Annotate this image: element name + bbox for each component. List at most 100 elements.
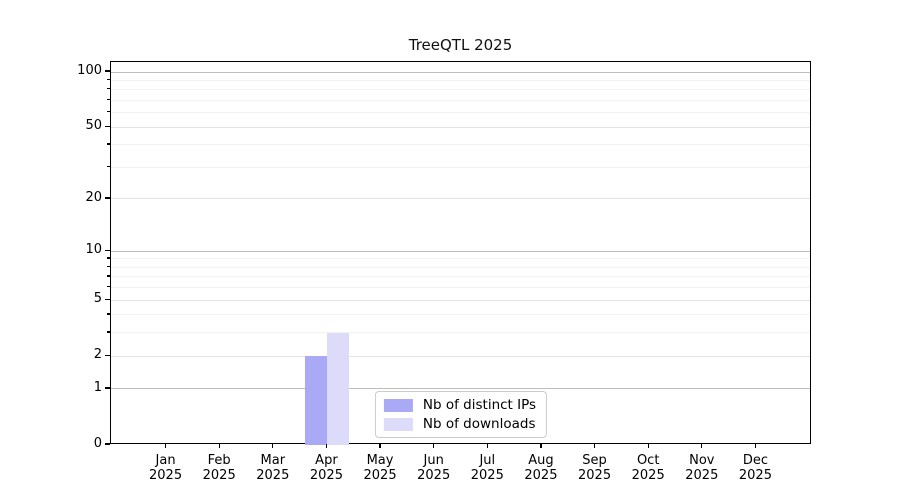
gridline-decade	[111, 388, 810, 390]
x-tick-label-year: 2025	[417, 468, 451, 483]
gridline-minor	[111, 266, 810, 268]
y-tick-minor	[107, 165, 110, 168]
legend-swatch-nb-of-downloads	[383, 417, 413, 431]
x-tick-label-year: 2025	[470, 468, 504, 483]
x-tick	[540, 444, 542, 448]
y-tick-minor	[107, 143, 110, 145]
legend-item-nb-of-distinct-ips: Nb of distinct IPs	[383, 397, 537, 413]
x-tick-label: Mar 2025	[241, 453, 305, 483]
x-tick	[486, 444, 488, 448]
x-tick-label: Dec 2025	[723, 453, 787, 483]
x-tick-label-year: 2025	[524, 468, 558, 483]
gridline-major	[111, 355, 810, 357]
x-tick-label-month: Mar	[260, 453, 286, 468]
x-tick-label-month: Dec	[742, 453, 769, 468]
gridline-minor	[111, 112, 810, 114]
x-tick	[593, 444, 596, 448]
x-tick	[218, 444, 220, 448]
x-tick	[701, 444, 703, 448]
y-tick-minor	[107, 111, 110, 113]
x-tick	[647, 444, 649, 448]
gridline-minor	[111, 287, 810, 289]
gridline-minor	[111, 276, 810, 278]
legend-swatch-nb-of-distinct-ips	[383, 398, 413, 412]
x-tick-label-month: Oct	[636, 453, 660, 468]
y-tick-minor	[107, 98, 110, 101]
x-tick-label-year: 2025	[309, 468, 343, 483]
y-tick-label: 20	[85, 189, 102, 205]
y-tick-label: 50	[85, 118, 102, 134]
gridline-minor	[111, 144, 810, 146]
x-tick-label-year: 2025	[685, 468, 719, 483]
y-tick-major	[105, 387, 110, 389]
x-tick	[164, 444, 167, 448]
bar-nb-of-distinct-ips-apr	[305, 356, 328, 445]
legend-label-nb-of-downloads: Nb of downloads	[422, 416, 536, 432]
x-tick-label-month: Apr	[315, 453, 338, 468]
y-tick-label: 2	[93, 347, 102, 363]
x-tick-label: Oct 2025	[616, 453, 680, 483]
y-tick-major	[105, 70, 110, 72]
y-tick-label: 0	[93, 436, 102, 451]
x-tick-label-month: Aug	[528, 453, 554, 468]
x-tick-label-year: 2025	[631, 468, 665, 483]
x-tick	[325, 444, 328, 448]
y-tick-minor	[107, 275, 110, 277]
y-tick-major	[105, 125, 110, 127]
gridline-minor	[111, 314, 810, 316]
y-tick-minor	[107, 265, 110, 268]
y-tick-minor	[107, 313, 110, 315]
y-tick-major	[105, 197, 110, 199]
x-tick-label: May 2025	[348, 453, 412, 483]
x-tick-label: Jun 2025	[402, 453, 466, 483]
x-tick-label-year: 2025	[149, 468, 183, 483]
y-tick-label: 10	[85, 242, 102, 258]
x-tick-label: Apr 2025	[294, 453, 358, 483]
gridline-minor	[111, 89, 810, 91]
legend: Nb of distinct IPs Nb of downloads	[374, 391, 548, 438]
x-tick	[272, 444, 274, 448]
x-tick-label: Aug 2025	[509, 453, 573, 483]
y-tick-minor	[107, 331, 110, 333]
x-tick	[754, 444, 757, 448]
gridline-decade	[111, 71, 810, 73]
x-tick-label-month: Jun	[423, 453, 444, 468]
y-tick-minor	[107, 88, 110, 90]
legend-label-nb-of-distinct-ips: Nb of distinct IPs	[422, 397, 537, 413]
x-tick-label: Feb 2025	[187, 453, 251, 483]
chart-title: TreeQTL 2025	[408, 36, 513, 54]
y-tick-minor	[107, 78, 110, 81]
y-tick-major	[105, 443, 110, 445]
x-tick-label: Sep 2025	[563, 453, 627, 483]
gridline-major	[111, 198, 810, 200]
bar-nb-of-downloads-apr	[327, 332, 350, 445]
x-tick-label-month: Nov	[689, 453, 715, 468]
x-tick-label-month: Jan	[155, 453, 176, 468]
y-tick-major	[105, 249, 110, 251]
x-tick-label-year: 2025	[738, 468, 772, 483]
x-tick-label-month: Jul	[479, 453, 496, 468]
x-tick	[433, 444, 435, 448]
x-tick-label-year: 2025	[363, 468, 397, 483]
x-tick-label-month: May	[366, 453, 394, 468]
gridline-major	[111, 299, 810, 301]
gridline-decade	[111, 250, 810, 252]
x-tick-label-month: Feb	[207, 453, 231, 468]
gridline-minor	[111, 79, 810, 81]
plot-area	[110, 61, 811, 445]
x-tick-label-month: Sep	[582, 453, 607, 468]
x-tick-label: Jul 2025	[455, 453, 519, 483]
y-tick-major	[105, 298, 110, 300]
legend-item-nb-of-downloads: Nb of downloads	[383, 416, 536, 432]
gridline-minor	[111, 167, 810, 168]
x-tick-label: Jan 2025	[134, 453, 198, 483]
x-tick	[379, 444, 381, 448]
y-tick-label: 100	[77, 63, 102, 79]
x-tick-label: Nov 2025	[670, 453, 734, 483]
gridline-major	[111, 126, 810, 128]
x-tick-label-year: 2025	[578, 468, 612, 483]
gridline-minor	[111, 100, 810, 102]
x-tick-label-year: 2025	[256, 468, 290, 483]
gridline-minor	[111, 258, 810, 260]
